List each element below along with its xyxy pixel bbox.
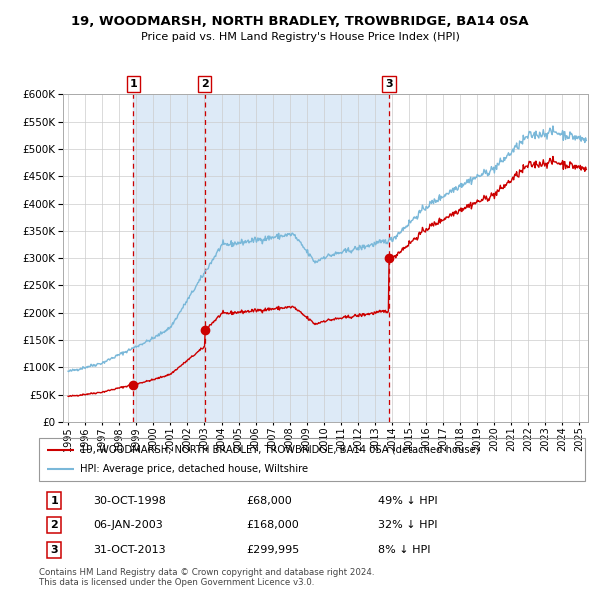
Text: 30-OCT-1998: 30-OCT-1998 bbox=[94, 496, 166, 506]
Text: 06-JAN-2003: 06-JAN-2003 bbox=[94, 520, 163, 530]
Text: Contains HM Land Registry data © Crown copyright and database right 2024.
This d: Contains HM Land Registry data © Crown c… bbox=[39, 568, 374, 587]
Text: 1: 1 bbox=[130, 79, 137, 89]
Text: 19, WOODMARSH, NORTH BRADLEY, TROWBRIDGE, BA14 0SA: 19, WOODMARSH, NORTH BRADLEY, TROWBRIDGE… bbox=[71, 15, 529, 28]
Text: 49% ↓ HPI: 49% ↓ HPI bbox=[377, 496, 437, 506]
Text: Price paid vs. HM Land Registry's House Price Index (HPI): Price paid vs. HM Land Registry's House … bbox=[140, 32, 460, 42]
Text: 32% ↓ HPI: 32% ↓ HPI bbox=[377, 520, 437, 530]
Text: 8% ↓ HPI: 8% ↓ HPI bbox=[377, 545, 430, 555]
Text: HPI: Average price, detached house, Wiltshire: HPI: Average price, detached house, Wilt… bbox=[80, 464, 308, 474]
Text: 3: 3 bbox=[50, 545, 58, 555]
Text: 19, WOODMARSH, NORTH BRADLEY, TROWBRIDGE, BA14 0SA (detached house): 19, WOODMARSH, NORTH BRADLEY, TROWBRIDGE… bbox=[80, 445, 479, 455]
Text: 2: 2 bbox=[201, 79, 209, 89]
Text: £299,995: £299,995 bbox=[247, 545, 300, 555]
Text: 2: 2 bbox=[50, 520, 58, 530]
Text: 3: 3 bbox=[385, 79, 393, 89]
Text: 31-OCT-2013: 31-OCT-2013 bbox=[94, 545, 166, 555]
Text: £168,000: £168,000 bbox=[247, 520, 299, 530]
Bar bbox=[133, 94, 389, 422]
Text: £68,000: £68,000 bbox=[247, 496, 292, 506]
Text: 1: 1 bbox=[50, 496, 58, 506]
